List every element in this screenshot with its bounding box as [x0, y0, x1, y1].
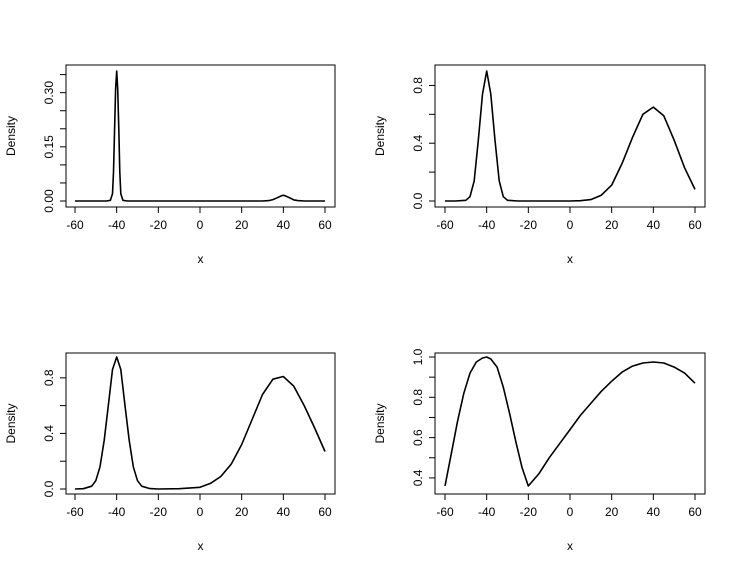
x-tick-label: -40 — [478, 218, 496, 232]
x-tick-label: 40 — [647, 218, 661, 232]
x-tick-label: 20 — [605, 505, 619, 519]
y-tick-label: 0.0 — [42, 480, 56, 497]
y-tick-label: 0.0 — [411, 192, 425, 209]
x-tick-label: 0 — [197, 505, 204, 519]
density-curve — [74, 356, 326, 490]
y-axis-label: Density — [4, 403, 18, 443]
y-axis-label: Density — [4, 116, 18, 156]
plot-frame — [65, 64, 336, 208]
x-tick-label: 60 — [688, 218, 702, 232]
y-tick-label: 0.8 — [42, 369, 56, 386]
y-tick-label: 0.00 — [42, 189, 56, 213]
x-tick-label: 0 — [197, 218, 204, 232]
y-axis-label: Density — [373, 116, 387, 156]
plot-frame — [434, 64, 706, 208]
x-tick-label: 20 — [605, 218, 619, 232]
density-curve — [75, 70, 325, 202]
x-tick-label: 0 — [567, 505, 574, 519]
density-curve — [445, 70, 696, 202]
x-tick-label: 40 — [647, 505, 661, 519]
x-tick-label: -40 — [478, 505, 496, 519]
panel-2: -60 -40 -20 0 20 40 60 0.0 0.4 0.8 x Density — [373, 64, 706, 266]
x-tick-label: 40 — [277, 218, 291, 232]
density-curve — [444, 356, 696, 487]
y-tick-label: 0.6 — [411, 429, 425, 446]
y-tick-label: 1.0 — [411, 348, 425, 365]
y-tick-label: 0.8 — [411, 77, 425, 94]
x-axis-label: x — [567, 539, 573, 553]
x-tick-label: -20 — [150, 218, 168, 232]
x-tick-label: -60 — [436, 505, 454, 519]
x-axis-label: x — [198, 252, 204, 266]
x-tick-label: 60 — [318, 505, 332, 519]
panel-3: -60 -40 -20 0 20 40 60 0.0 0.4 0.8 x Density — [4, 352, 336, 553]
plot-frame — [434, 352, 706, 495]
x-tick-label: -20 — [520, 505, 538, 519]
panel-4: -60 -40 -20 0 20 40 60 0.4 0.6 0.8 1.0 x Density — [373, 348, 706, 553]
x-tick-label: 60 — [318, 218, 332, 232]
x-tick-label: -60 — [66, 505, 84, 519]
y-axis-label: Density — [373, 403, 387, 443]
x-tick-label: -20 — [520, 218, 538, 232]
x-axis-label: x — [567, 252, 573, 266]
y-tick-label: 0.4 — [42, 425, 56, 442]
panel-1: -60 -40 -20 0 20 40 60 0.00 0.15 0.30 x Density — [4, 64, 336, 266]
x-tick-label: 20 — [235, 505, 249, 519]
x-tick-label: 60 — [688, 505, 702, 519]
y-tick-label: 0.30 — [42, 81, 56, 105]
x-tick-label: 0 — [567, 218, 574, 232]
x-tick-label: 20 — [235, 218, 249, 232]
x-tick-label: -20 — [150, 505, 168, 519]
x-tick-label: 40 — [277, 505, 291, 519]
y-tick-label: 0.15 — [42, 135, 56, 159]
y-tick-label: 0.8 — [411, 389, 425, 406]
y-tick-label: 0.4 — [411, 469, 425, 486]
x-tick-label: -40 — [108, 218, 126, 232]
x-tick-label: -40 — [108, 505, 126, 519]
x-tick-label: -60 — [436, 218, 454, 232]
x-axis-label: x — [198, 539, 204, 553]
y-tick-label: 0.4 — [411, 135, 425, 152]
x-tick-label: -60 — [66, 218, 84, 232]
